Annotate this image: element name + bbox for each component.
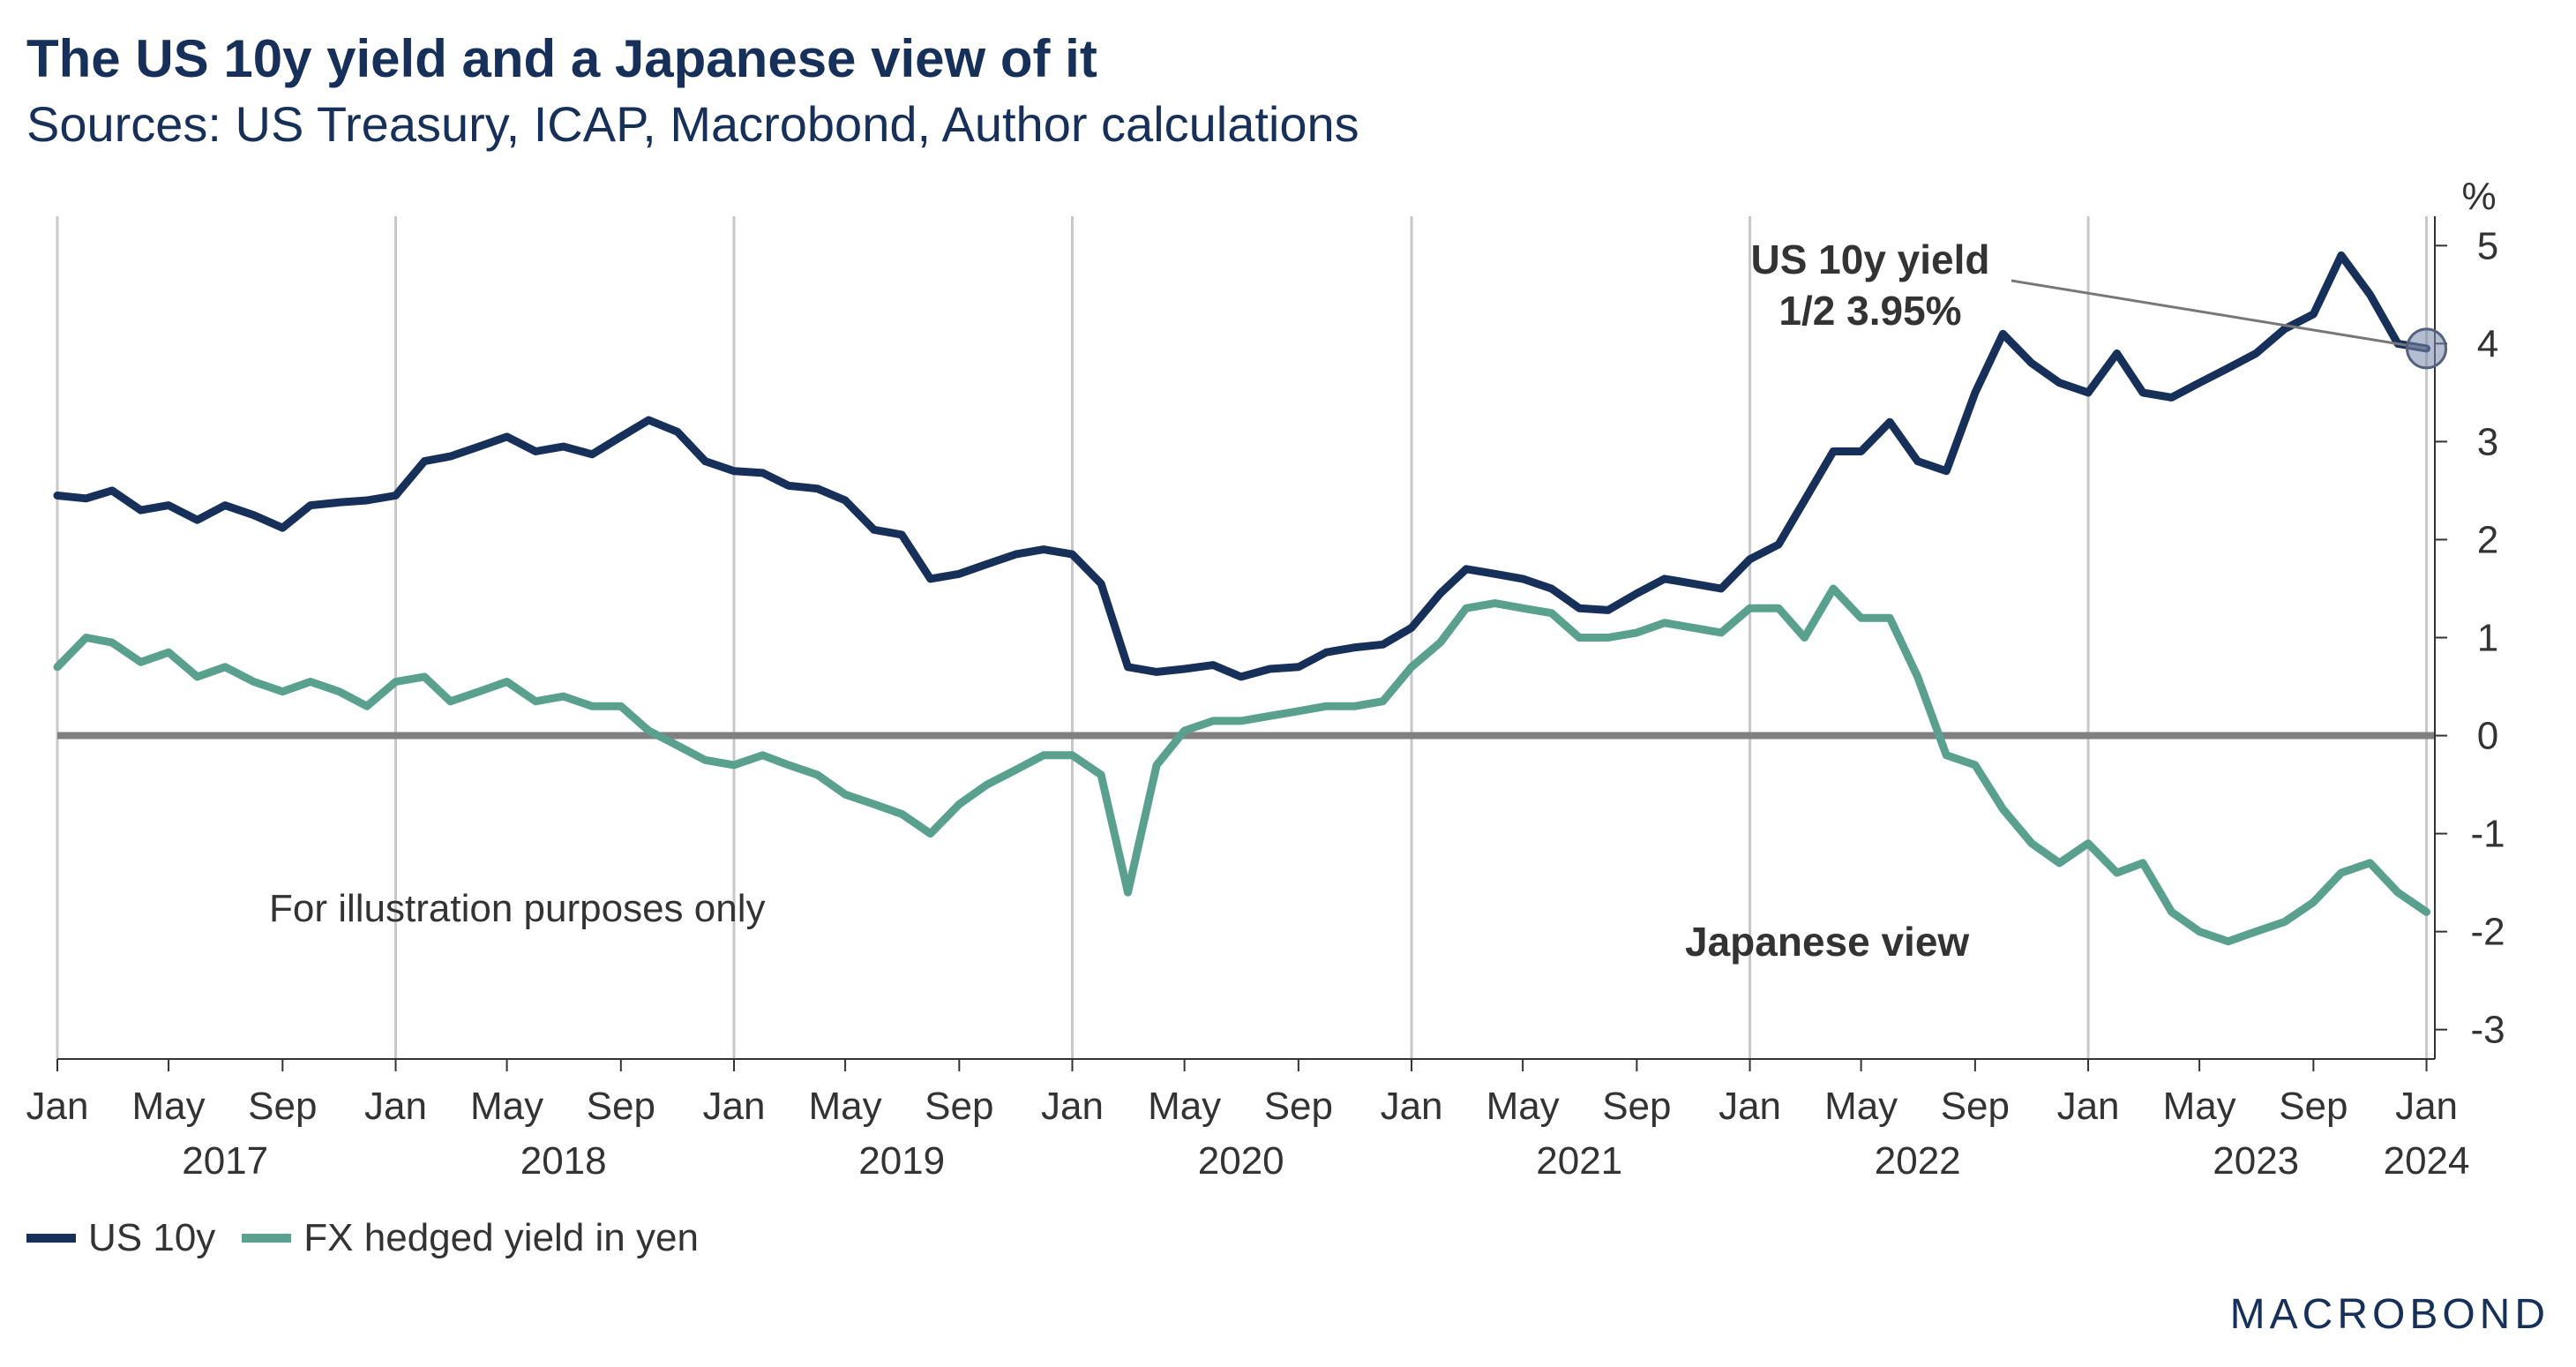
legend-label-us10y: US 10y [88,1216,216,1259]
legend-swatch-us10y [26,1234,76,1243]
x-year-label: 2022 [1875,1139,1961,1183]
x-year-label: 2019 [858,1139,945,1183]
series-line-hedged [53,584,2430,946]
x-tick-label: Sep [1941,1085,2010,1128]
callout-line [2011,279,2427,350]
page-title: The US 10y yield and a Japanese view of … [26,29,1097,88]
x-tick-label: Sep [925,1085,993,1128]
legend-item-hedged: FX hedged yield in yen [242,1216,699,1260]
x-tick-label: May [1486,1085,1560,1128]
series-layer [53,251,2430,946]
annotation-illustration: For illustration purposes only [269,887,765,930]
y-tick-label: 1 [2477,617,2498,660]
y-tick-label: -2 [2470,911,2505,954]
annotation-us10y-title: US 10y yield [1750,237,1989,282]
legend-label-hedged: FX hedged yield in yen [303,1216,699,1259]
legend: US 10y FX hedged yield in yen [26,1216,725,1260]
x-tick-label: May [1148,1085,1221,1128]
y-tick-label: 0 [2477,715,2498,758]
x-tick-label: Sep [587,1085,655,1128]
series-line-us10y [53,251,2430,681]
y-tick-label: 3 [2477,420,2498,463]
x-tick-label: May [470,1085,543,1128]
legend-swatch-hedged [242,1234,292,1243]
grid-layer [56,216,2429,1059]
x-year-label: 2021 [1536,1139,1622,1183]
x-tick-label: Jan [703,1085,766,1128]
x-year-label: 2018 [520,1139,607,1183]
x-year-label: 2023 [2213,1139,2299,1183]
x-tick-label: Jan [1041,1085,1104,1128]
x-year-label: 2017 [182,1139,268,1183]
y-tick-label: 4 [2477,322,2498,365]
x-tick-label: May [2163,1085,2236,1128]
annotation-japanese-view: Japanese view [1685,919,1969,965]
y-unit-label: % [2461,175,2496,218]
x-year-label: 2020 [1198,1139,1284,1183]
x-tick-label: May [1824,1085,1898,1128]
x-tick-label: Jan [2057,1085,2120,1128]
y-tick-label: 5 [2477,224,2498,267]
y-tick-label: 2 [2477,518,2498,561]
x-year-label: 2024 [2384,1139,2470,1183]
y-tick-label: -1 [2470,813,2505,856]
annotation-layer: US 10y yield 1/2 3.95% Japanese view For… [269,237,2448,965]
axis-layer: 5 4 3 2 1 0 -1 -2 -3% Jan May Sep Jan May Sep Jan May Sep… [26,175,2505,1183]
page-subtitle: Sources: US Treasury, ICAP, Macrobond, A… [26,96,1359,152]
value-marker [2406,327,2448,370]
x-tick-label: Jan [1381,1085,1443,1128]
x-tick-label: Jan [364,1085,427,1128]
annotation-us10y-value: 1/2 3.95% [1778,288,1961,334]
x-tick-label: May [809,1085,882,1128]
x-tick-label: Sep [1602,1085,1671,1128]
x-tick-label: Sep [2279,1085,2348,1128]
legend-item-us10y: US 10y [26,1216,215,1260]
x-tick-label: Sep [1264,1085,1333,1128]
x-tick-label: Jan [26,1085,89,1128]
y-tick-label: -3 [2470,1009,2505,1052]
x-tick-label: Jan [2395,1085,2458,1128]
x-tick-label: May [132,1085,206,1128]
macrobond-logo: MACROBOND [2229,1291,2550,1338]
x-tick-label: Sep [248,1085,317,1128]
x-tick-label: Jan [1719,1085,1781,1128]
